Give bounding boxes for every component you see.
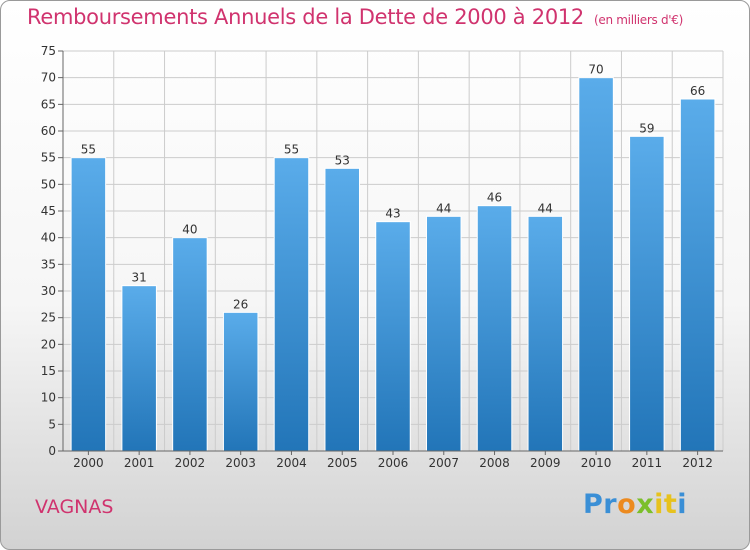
bar-2008 <box>476 205 513 452</box>
chart-title: Remboursements Annuels de la Dette de 20… <box>27 5 683 29</box>
x-tick-label: 2012 <box>682 456 713 470</box>
place-name: VAGNAS <box>35 496 114 518</box>
y-tick-label: 30 <box>41 284 56 298</box>
x-tick-label: 2008 <box>479 456 510 470</box>
bar-2009 <box>527 215 564 452</box>
x-tick-label: 2009 <box>530 456 561 470</box>
data-label-2000: 55 <box>81 143 96 157</box>
data-label-2007: 44 <box>436 201 451 215</box>
bar-2012 <box>679 98 716 452</box>
x-tick-label: 2004 <box>276 456 307 470</box>
data-label-2010: 70 <box>588 63 603 77</box>
x-tick-label: 2005 <box>327 456 358 470</box>
y-tick-label: 35 <box>41 257 56 271</box>
data-label-2009: 44 <box>538 201 553 215</box>
chart-title-text: Remboursements Annuels de la Dette de 20… <box>27 5 584 29</box>
x-tick-label: 2006 <box>378 456 409 470</box>
axes <box>58 50 723 455</box>
y-tick-label: 0 <box>48 444 56 458</box>
y-tick-label: 45 <box>41 204 56 218</box>
y-tick-label: 55 <box>41 151 56 165</box>
data-label-2004: 55 <box>284 143 299 157</box>
y-tick-label: 65 <box>41 97 56 111</box>
data-label-2011: 59 <box>639 121 654 135</box>
y-tick-label: 70 <box>41 71 56 85</box>
y-tick-label: 25 <box>41 311 56 325</box>
x-tick-label: 2011 <box>632 456 663 470</box>
y-tick-label: 75 <box>41 44 56 58</box>
y-tick-label: 40 <box>41 231 56 245</box>
bar-2001 <box>121 285 157 452</box>
x-tick-label: 2001 <box>124 456 155 470</box>
data-label-2012: 66 <box>690 84 705 98</box>
data-label-2008: 46 <box>487 191 502 205</box>
y-tick-label: 15 <box>41 364 56 378</box>
bar-2002 <box>172 237 208 452</box>
bar-2011 <box>629 135 665 452</box>
data-label-2003: 26 <box>233 297 248 311</box>
y-tick-label: 60 <box>41 124 56 138</box>
data-label-2005: 53 <box>335 153 350 167</box>
x-tick-label: 2002 <box>175 456 206 470</box>
bar-2010 <box>578 77 614 452</box>
bar-2000 <box>70 157 107 452</box>
x-tick-label: 2007 <box>428 456 459 470</box>
data-label-2006: 43 <box>385 207 400 221</box>
x-tick-label: 2010 <box>581 456 612 470</box>
y-tick-label: 5 <box>48 417 56 431</box>
chart-unit: (en milliers d'€) <box>594 13 684 27</box>
y-tick-label: 10 <box>41 391 56 405</box>
y-tick-label: 50 <box>41 177 56 191</box>
x-tick-label: 2003 <box>225 456 256 470</box>
bar-2003 <box>222 311 259 452</box>
bar-2004 <box>273 157 310 452</box>
data-label-2002: 40 <box>182 223 197 237</box>
bars <box>70 77 716 452</box>
bar-2007 <box>426 215 462 452</box>
x-tick-label: 2000 <box>73 456 104 470</box>
data-label-2001: 31 <box>132 271 147 285</box>
y-tick-label: 20 <box>41 337 56 351</box>
bar-2006 <box>375 221 411 452</box>
labels: 0 5 10 15 20 25 30 35 40 45 50 55 60 65 70 75 2000 55 2001… <box>41 44 713 470</box>
proxiti-logo[interactable]: Proxiti <box>583 489 688 520</box>
bar-2005 <box>324 167 360 452</box>
